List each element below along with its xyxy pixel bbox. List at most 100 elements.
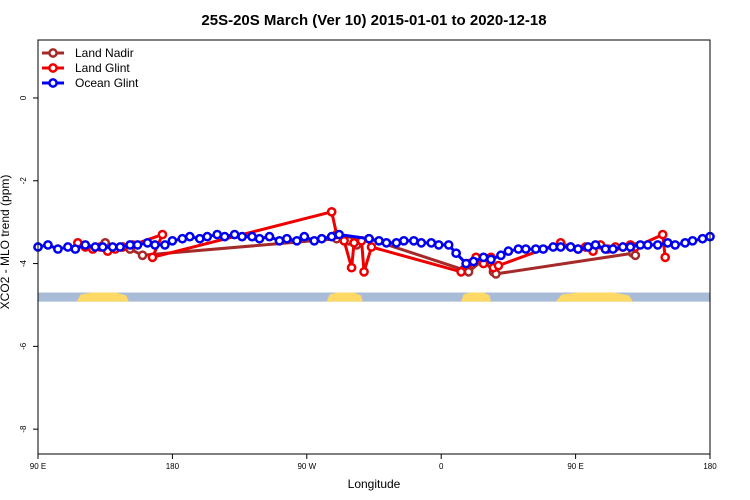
data-point-0-9 [463,266,474,277]
data-point-2-35 [364,233,374,244]
data-point-2-15 [167,235,178,246]
plot-frame [37,39,711,455]
data-point-2-26 [264,231,275,242]
data-point-2-69 [662,238,673,248]
data-point-2-9 [115,242,125,252]
data-point-2-49 [486,254,496,265]
legend-label-0: Land Nadir [75,46,134,60]
data-point-2-68 [652,240,663,250]
data-point-2-38 [391,238,402,248]
x-tick-label-4: 90 E [567,462,583,471]
data-point-2-1 [43,240,53,250]
ocean-band [38,292,710,302]
data-point-2-23 [237,231,247,242]
data-point-2-71 [680,238,690,248]
land-segment-0 [76,292,129,302]
data-point-2-13 [150,240,160,250]
data-point-2-52 [513,244,524,254]
data-point-1-10 [326,206,337,217]
data-point-2-41 [416,238,427,248]
y-tick-label-2: -4 [19,259,28,267]
data-point-2-31 [309,235,320,246]
data-point-2-28 [282,233,292,244]
data-point-2-19 [202,231,213,242]
data-point-2-40 [408,235,419,246]
data-point-2-7 [97,242,108,252]
data-point-2-18 [194,233,205,244]
data-point-2-60 [583,242,593,252]
legend-item-0: Land Nadir [42,46,134,60]
data-point-1-14 [349,238,359,248]
data-point-2-21 [219,231,230,242]
legend-label-2: Ocean Glint [75,76,139,90]
data-point-2-44 [443,240,454,250]
data-point-2-22 [229,229,240,240]
data-point-1-17 [366,242,377,252]
data-point-1-37 [660,252,671,263]
data-point-2-62 [600,244,611,254]
x-tick-label-0: 90 E [30,462,46,471]
data-point-2-50 [496,250,506,261]
data-point-2-4 [70,244,81,254]
legend-label-1: Land Glint [75,61,130,75]
x-tick-label-1: 180 [166,462,180,471]
data-point-2-16 [177,233,188,244]
data-point-2-43 [433,240,444,250]
data-point-2-67 [642,240,653,250]
data-point-2-11 [132,240,143,250]
data-point-2-34 [334,229,345,240]
data-point-2-57 [555,242,566,252]
y-tick-label-4: -8 [19,425,28,433]
data-point-2-25 [254,233,265,244]
data-point-2-54 [530,244,541,254]
data-point-2-58 [565,242,576,252]
chart-title: 25S-20S March (Ver 10) 2015-01-01 to 202… [201,12,546,29]
data-point-2-37 [381,238,392,248]
data-point-2-27 [274,235,285,246]
data-point-2-30 [299,231,310,242]
x-tick-label-3: 0 [439,462,444,471]
legend-marker-2 [48,78,58,88]
land-segment-2 [461,292,491,302]
data-point-1-24 [493,260,504,271]
data-point-2-70 [670,240,681,250]
data-point-2-48 [478,252,489,263]
legend-item-2: Ocean Glint [42,76,139,90]
data-point-2-56 [548,242,559,252]
data-point-0-2 [137,250,148,261]
data-point-2-32 [316,233,327,244]
y-tick-label-3: -6 [19,342,28,350]
data-point-2-20 [212,229,223,240]
data-point-2-65 [625,242,636,252]
x-tick-label-2: 90 W [297,462,316,471]
data-point-1-12 [339,235,349,246]
data-point-2-36 [374,235,384,246]
data-point-2-45 [451,248,461,259]
data-point-2-53 [520,244,531,254]
x-tick-label-5: 180 [703,462,717,471]
x-axis-label: Longitude [348,477,401,491]
data-point-2-3 [63,242,73,252]
land-segment-3 [555,292,633,302]
data-point-1-8 [157,229,168,240]
data-point-2-64 [618,242,628,252]
data-point-0-14 [630,250,641,261]
data-point-2-12 [142,238,153,248]
data-point-1-13 [346,262,357,273]
legend-marker-1 [48,63,58,73]
data-point-2-5 [80,240,91,250]
data-point-2-42 [426,238,437,248]
series-layer [33,206,715,279]
data-point-2-61 [590,240,601,250]
data-point-2-66 [635,240,646,250]
data-point-2-47 [468,256,479,267]
data-point-2-6 [90,242,101,252]
data-point-2-51 [503,246,514,256]
x-axis: 90 E 180 90 W 0 90 E 180 [30,454,717,471]
data-point-2-73 [697,233,708,244]
legend-item-1: Land Glint [42,61,130,75]
data-point-1-9 [147,252,158,263]
land-segment-1 [326,292,363,302]
data-point-2-39 [399,235,409,246]
